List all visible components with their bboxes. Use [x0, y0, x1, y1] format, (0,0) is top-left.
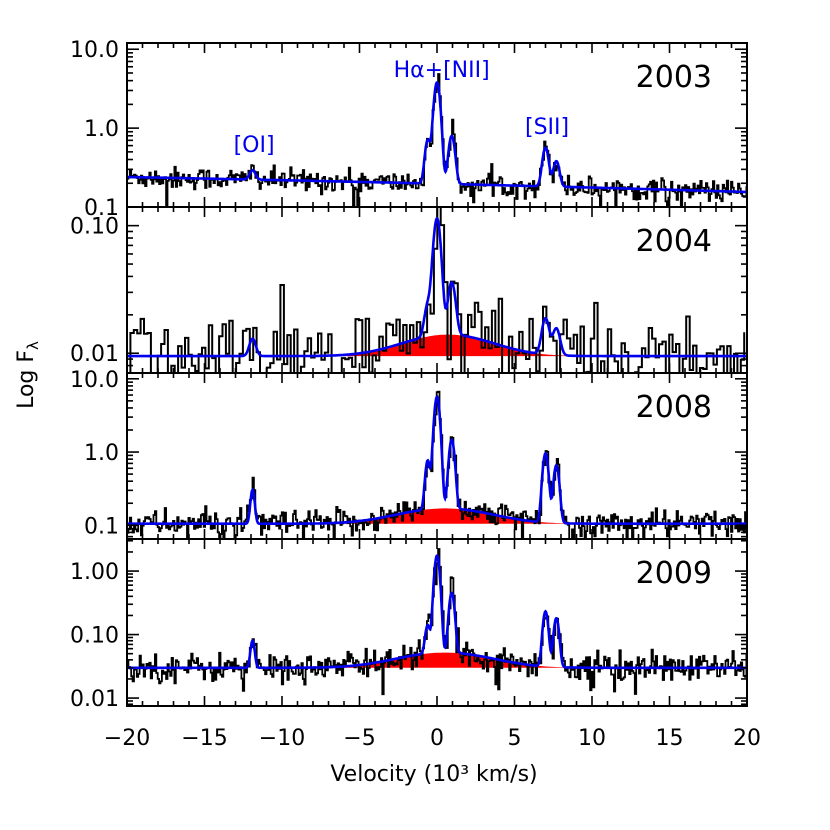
- x-tick-label: −5: [343, 726, 375, 751]
- x-tick-label: −10: [259, 726, 305, 751]
- panel-2008: 0.1 1.0 10.0 2008: [70, 368, 748, 540]
- y-axis-title: Log Fλ: [14, 341, 42, 409]
- panel-plot-area: [127, 207, 747, 373]
- panel-year-label: 2008: [636, 390, 712, 425]
- x-tick-label: −15: [181, 726, 227, 751]
- panel-2009: 0.01 0.10 1.00 2009: [70, 538, 748, 712]
- panel-plot-area: [127, 73, 747, 207]
- y-axis-title-main: Log F: [14, 350, 39, 409]
- line-label: Hα+[NII]: [394, 58, 490, 83]
- panel-2003: 0.1 1.0 10.0 2003: [70, 38, 748, 221]
- y-tick-label: 0.1: [84, 514, 119, 539]
- panel-plot-area: [127, 548, 747, 696]
- line-label: [OI]: [234, 133, 275, 158]
- y-axis-title-sub: λ: [24, 341, 42, 350]
- x-tick-label: 0: [430, 726, 444, 751]
- y-tick-label: 1.00: [70, 560, 119, 585]
- x-axis: −20 −15 −10 −5 0 5 10 15 20: [104, 726, 761, 751]
- y-tick-label: 0.10: [70, 215, 119, 240]
- x-axis-title: Velocity (10³ km/s): [330, 762, 537, 787]
- x-tick-label: 10: [578, 726, 606, 751]
- y-tick-label: 10.0: [70, 368, 119, 393]
- observed-spectrum-2004: [129, 207, 746, 373]
- x-tick-label: 5: [508, 726, 522, 751]
- y-tick-label: 0.10: [70, 624, 119, 649]
- y-tick-label: 10.0: [70, 38, 119, 63]
- x-tick-label: 15: [656, 726, 684, 751]
- model-fit-2008: [127, 395, 747, 525]
- model-fit-2003: [127, 81, 747, 194]
- panel-year-label: 2009: [636, 556, 712, 591]
- y-tick-label: 1.0: [84, 441, 119, 466]
- observed-spectrum-2003: [127, 73, 747, 207]
- model-fit-2009: [127, 554, 747, 670]
- model-fit-2004: [127, 217, 747, 358]
- panel-plot-area: [127, 390, 747, 539]
- y-tick-label: 0.01: [70, 342, 119, 367]
- x-tick-label: 20: [733, 726, 761, 751]
- y-tick-label: 0.1: [84, 196, 119, 221]
- y-tick-label: 0.01: [70, 687, 119, 712]
- line-label: [SII]: [525, 115, 569, 140]
- panels-layer: 0.1 1.0 10.0 2003 0.01 0.10 2004 0.1 1.0 10.0 2008…: [70, 38, 748, 712]
- panel-year-label: 2004: [636, 224, 712, 259]
- y-tick-label: 1.0: [84, 117, 119, 142]
- x-tick-label: −20: [104, 726, 150, 751]
- panel-year-label: 2003: [636, 60, 712, 95]
